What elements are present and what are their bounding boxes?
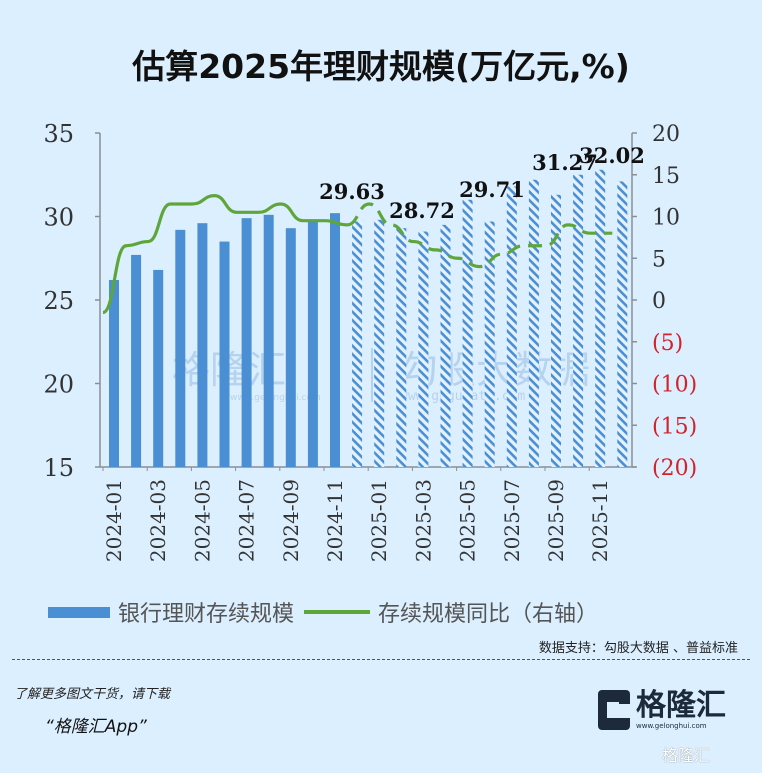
svg-text:2025-03: 2025-03 xyxy=(411,479,435,562)
bar xyxy=(109,279,119,467)
svg-text:15: 15 xyxy=(43,454,74,482)
watermark-right: 勾股大数据 xyxy=(400,348,590,392)
promo-text: 了解更多图文干货，请下载 xyxy=(14,687,171,702)
bar xyxy=(396,228,407,467)
data-label: 28.72 xyxy=(389,198,455,223)
svg-text:2024-07: 2024-07 xyxy=(235,479,259,562)
svg-text:2025-11: 2025-11 xyxy=(588,479,612,562)
bar xyxy=(175,229,186,467)
svg-text:2024-05: 2024-05 xyxy=(190,479,214,562)
bar xyxy=(374,219,385,467)
bar xyxy=(440,224,451,467)
svg-text:35: 35 xyxy=(43,120,74,148)
legend-bar-label: 银行理财存续规模 xyxy=(118,602,295,627)
bar xyxy=(219,241,230,467)
svg-text:15: 15 xyxy=(652,164,680,189)
svg-text:2025-09: 2025-09 xyxy=(544,479,568,562)
svg-text:(15): (15) xyxy=(652,414,697,439)
svg-text:(20): (20) xyxy=(652,456,697,481)
logo-g-icon xyxy=(598,690,630,730)
svg-text:2025-07: 2025-07 xyxy=(500,479,524,562)
logo-url: www.gelonghui.com xyxy=(636,722,707,730)
bar xyxy=(595,169,606,468)
corner-watermark: 格隆汇 xyxy=(662,746,711,765)
svg-text:25: 25 xyxy=(43,287,74,315)
legend: 银行理财存续规模 存续规模同比（右轴） xyxy=(48,596,598,628)
data-label: 31.27 xyxy=(532,150,598,175)
svg-text:2025-05: 2025-05 xyxy=(456,479,480,562)
svg-text:20: 20 xyxy=(43,371,74,399)
data-source: 数据支持：勾股大数据 、普益标准 xyxy=(538,641,738,656)
svg-text:2024-03: 2024-03 xyxy=(146,479,170,562)
svg-text:(5): (5) xyxy=(652,331,683,356)
divider xyxy=(12,659,750,660)
bar xyxy=(352,221,363,467)
svg-text:30: 30 xyxy=(43,204,74,232)
bar-series xyxy=(109,169,628,468)
bar xyxy=(153,269,164,467)
bar xyxy=(131,254,142,467)
svg-text:2024-01: 2024-01 xyxy=(102,479,126,562)
bar xyxy=(617,181,628,467)
bar xyxy=(462,199,473,468)
data-label: 29.63 xyxy=(319,179,385,204)
bar xyxy=(285,228,296,467)
bar xyxy=(418,231,429,467)
bar xyxy=(484,221,495,467)
brand-logo: 格隆汇 www.gelonghui.com xyxy=(598,690,726,730)
svg-text:0: 0 xyxy=(652,289,666,314)
legend-line-swatch xyxy=(304,610,371,614)
bar xyxy=(197,223,208,467)
chart-plot: 格隆汇 www.gelonghui.com 勾股大数据 www.gogudata… xyxy=(43,120,697,562)
svg-text:2024-11: 2024-11 xyxy=(323,479,347,562)
svg-text:www.gelonghui.com: www.gelonghui.com xyxy=(230,393,321,403)
legend-bar-swatch xyxy=(48,606,110,618)
logo-name: 格隆汇 xyxy=(636,688,726,723)
legend-line-label: 存续规模同比（右轴） xyxy=(378,602,599,627)
svg-text:(10): (10) xyxy=(652,373,697,398)
data-label: 29.71 xyxy=(459,177,525,202)
bar xyxy=(551,194,561,468)
line-series xyxy=(102,194,613,315)
bar xyxy=(528,179,539,467)
bar xyxy=(330,213,340,467)
chart-title: 估算2025年理财规模(万亿元,%) xyxy=(132,47,630,86)
bar xyxy=(307,221,318,467)
promo-app-name[interactable]: “格隆汇App” xyxy=(45,717,147,737)
bar xyxy=(573,174,584,467)
svg-text:5: 5 xyxy=(652,247,666,272)
svg-text:2024-09: 2024-09 xyxy=(279,479,303,562)
data-label: 32.02 xyxy=(579,143,645,168)
svg-text:20: 20 xyxy=(652,122,680,147)
axes: 35 30 25 20 15 20 15 10 5 0 (5) (10) (15) (20) 2024-01… xyxy=(43,120,697,562)
bar xyxy=(506,186,517,467)
svg-text:10: 10 xyxy=(652,206,680,231)
bar xyxy=(241,218,252,467)
bar xyxy=(263,214,274,467)
svg-text:2025-01: 2025-01 xyxy=(367,479,391,562)
